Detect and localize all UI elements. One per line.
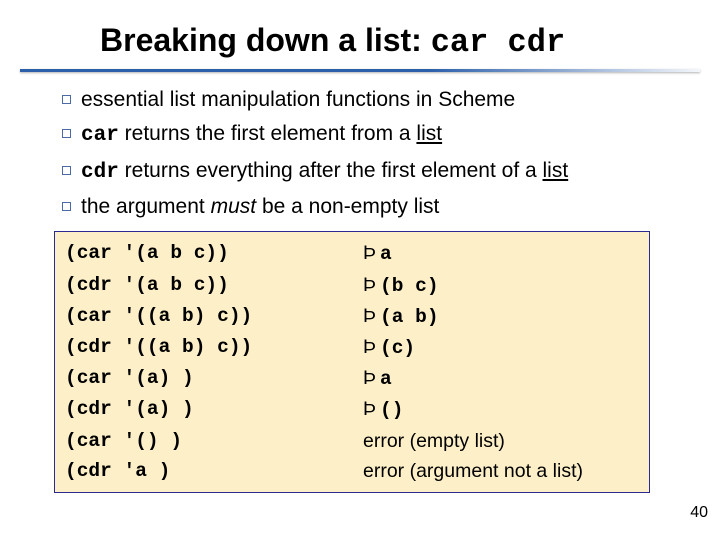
bullet-square-icon bbox=[62, 202, 71, 211]
example-expression: (car '(a b c)) bbox=[65, 238, 363, 269]
bullet-text-part: be a non-empty list bbox=[256, 195, 439, 218]
example-result: Þ(c) bbox=[363, 332, 415, 363]
page-number: 40 bbox=[690, 504, 708, 522]
example-row: (cdr '(a) )Þ() bbox=[65, 394, 639, 425]
example-result-value: (b c) bbox=[380, 275, 439, 297]
bullet-text-part: cdr bbox=[81, 161, 119, 184]
bullet-text: car returns the first element from a lis… bbox=[81, 120, 720, 150]
example-result-value: a bbox=[380, 243, 392, 265]
arrow-icon: Þ bbox=[363, 332, 376, 362]
example-row: (cdr '((a b) c))Þ(c) bbox=[65, 332, 639, 363]
arrow-icon: Þ bbox=[363, 301, 376, 331]
bullet-text-part: essential list manipulation functions in… bbox=[81, 88, 515, 111]
example-result: error (empty list) bbox=[363, 426, 505, 456]
example-row: (cdr 'a )error (argument not a list) bbox=[65, 456, 639, 486]
bullet-text-part: car bbox=[81, 124, 119, 147]
example-result-value: () bbox=[380, 399, 403, 421]
example-row: (car '(a) )Þa bbox=[65, 363, 639, 394]
bullet-text-part: list bbox=[543, 159, 569, 182]
bullet-text: cdr returns everything after the first e… bbox=[81, 157, 720, 187]
example-result-value: error (empty list) bbox=[363, 430, 505, 452]
example-result-value: (c) bbox=[380, 337, 415, 359]
bullet-text-part: returns everything after the first eleme… bbox=[119, 159, 543, 182]
example-box: (car '(a b c))Þa(cdr '(a b c))Þ(b c)(car… bbox=[54, 231, 650, 493]
example-row: (car '(a b c))Þa bbox=[65, 238, 639, 269]
example-expression: (cdr 'a ) bbox=[65, 456, 363, 486]
example-expression: (car '((a b) c)) bbox=[65, 301, 363, 332]
bullet-item: cdr returns everything after the first e… bbox=[62, 157, 720, 187]
bullet-square-icon bbox=[62, 166, 71, 175]
slide-title: Breaking down a list: car cdr bbox=[0, 22, 720, 61]
example-row: (car '((a b) c))Þ(a b) bbox=[65, 301, 639, 332]
title-prefix: Breaking down a list: bbox=[100, 22, 431, 58]
example-result: Þa bbox=[363, 363, 392, 394]
example-result: error (argument not a list) bbox=[363, 456, 583, 486]
example-result-value: a bbox=[380, 368, 392, 390]
bullet-square-icon bbox=[62, 95, 71, 104]
example-result: Þ(a b) bbox=[363, 301, 439, 332]
bullet-text-part: the argument bbox=[81, 195, 211, 218]
example-row: (car '() )error (empty list) bbox=[65, 426, 639, 456]
example-expression: (cdr '(a) ) bbox=[65, 394, 363, 425]
arrow-icon: Þ bbox=[363, 238, 376, 268]
example-expression: (cdr '(a b c)) bbox=[65, 270, 363, 301]
example-result: Þa bbox=[363, 238, 392, 269]
arrow-icon: Þ bbox=[363, 270, 376, 300]
bullet-list: essential list manipulation functions in… bbox=[0, 86, 720, 221]
example-row: (cdr '(a b c))Þ(b c) bbox=[65, 270, 639, 301]
slide: Breaking down a list: car cdr essential … bbox=[0, 0, 720, 540]
example-expression: (cdr '((a b) c)) bbox=[65, 332, 363, 363]
bullet-text: the argument must be a non-empty list bbox=[81, 193, 720, 221]
title-underline bbox=[20, 69, 700, 72]
example-result-value: error (argument not a list) bbox=[363, 460, 583, 482]
bullet-text: essential list manipulation functions in… bbox=[81, 86, 720, 114]
bullet-item: essential list manipulation functions in… bbox=[62, 86, 720, 114]
bullet-text-part: list bbox=[416, 122, 442, 145]
example-expression: (car '() ) bbox=[65, 426, 363, 456]
bullet-text-part: returns the first element from a bbox=[119, 122, 417, 145]
example-result-value: (a b) bbox=[380, 306, 439, 328]
example-result: Þ(b c) bbox=[363, 270, 439, 301]
example-result: Þ() bbox=[363, 394, 403, 425]
title-mono: car cdr bbox=[431, 24, 565, 61]
bullet-text-part: must bbox=[211, 195, 257, 218]
bullet-item: car returns the first element from a lis… bbox=[62, 120, 720, 150]
arrow-icon: Þ bbox=[363, 363, 376, 393]
example-expression: (car '(a) ) bbox=[65, 363, 363, 394]
bullet-square-icon bbox=[62, 129, 71, 138]
bullet-item: the argument must be a non-empty list bbox=[62, 193, 720, 221]
arrow-icon: Þ bbox=[363, 394, 376, 424]
